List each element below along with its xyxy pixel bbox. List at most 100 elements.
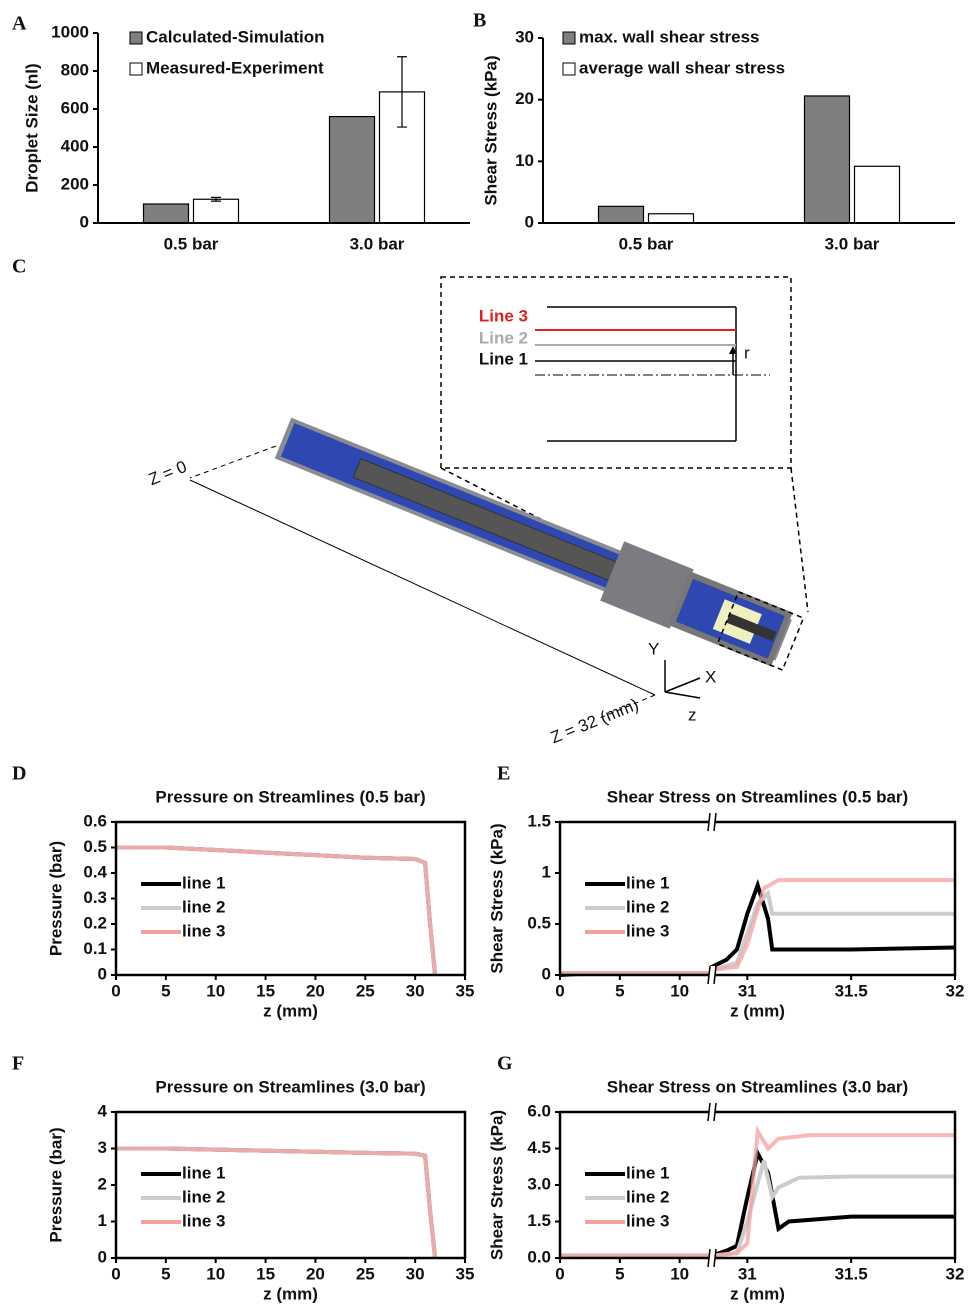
x-tick-label: 31.5 bbox=[835, 981, 868, 1000]
y-axis-label: Pressure (bar) bbox=[46, 1127, 65, 1242]
y-tick-label: 20 bbox=[515, 89, 534, 108]
y-axis-label: Shear Stress (kPa) bbox=[481, 55, 500, 205]
legend-label: line 1 bbox=[182, 873, 225, 892]
y-tick-label: 1 bbox=[98, 1211, 107, 1230]
y-tick-label: 0 bbox=[98, 964, 107, 983]
panel-c: C r Line 3 Line 2 Line 1 Z = 0 Z = 32 (m… bbox=[12, 256, 808, 748]
y-tick-label: 3.0 bbox=[527, 1174, 551, 1193]
x-axis-label: z (mm) bbox=[730, 1284, 785, 1303]
y-tick-label: 30 bbox=[515, 27, 534, 46]
plot-frame bbox=[116, 1112, 465, 1258]
x-tick-label: 30 bbox=[406, 981, 425, 1000]
x-tick-label: 10 bbox=[206, 981, 225, 1000]
line-series bbox=[116, 1149, 435, 1259]
bar bbox=[194, 199, 239, 223]
x-tick-label: 25 bbox=[356, 981, 375, 1000]
bar bbox=[649, 214, 694, 223]
y-tick-label: 0 bbox=[525, 212, 534, 231]
x-tick-label: 31 bbox=[738, 1264, 757, 1283]
y-tick-label: 0.1 bbox=[83, 939, 107, 958]
y-axis-label: Shear Stress (kPa) bbox=[487, 1110, 506, 1260]
chart-title: Pressure on Streamlines (3.0 bar) bbox=[155, 1077, 425, 1096]
x-tick-label: 10 bbox=[206, 1264, 225, 1283]
x-tick-label: 3.0 bar bbox=[825, 234, 880, 253]
y-tick-label: 400 bbox=[61, 136, 89, 155]
zoom-line bbox=[791, 468, 808, 612]
bar bbox=[805, 96, 850, 223]
x-tick-label: 31.5 bbox=[835, 1264, 868, 1283]
y-tick-label: 600 bbox=[61, 98, 89, 117]
x-axis-label: z (mm) bbox=[263, 1001, 318, 1020]
panel-label: B bbox=[473, 10, 486, 32]
x-tick-label: 31 bbox=[738, 981, 757, 1000]
line-series bbox=[116, 1149, 435, 1259]
chart-title: Pressure on Streamlines (0.5 bar) bbox=[155, 787, 425, 806]
x-tick-label: 0.5 bar bbox=[619, 234, 674, 253]
x-axis-label: z (mm) bbox=[263, 1284, 318, 1303]
x-tick-label: 20 bbox=[306, 1264, 325, 1283]
x-tick-label: 10 bbox=[670, 1264, 689, 1283]
legend-label: line 2 bbox=[182, 897, 225, 916]
coord-axis bbox=[665, 678, 700, 692]
y-tick-label: 200 bbox=[61, 174, 89, 193]
x-tick-label: 32 bbox=[946, 981, 965, 1000]
y-tick-label: 10 bbox=[515, 151, 534, 170]
plot-frame bbox=[560, 822, 955, 975]
coord-label: Y bbox=[648, 639, 659, 658]
inset-line-label: Line 2 bbox=[479, 328, 528, 347]
panel-label: A bbox=[12, 13, 27, 35]
y-tick-label: 2 bbox=[98, 1174, 107, 1193]
panel-label: C bbox=[12, 256, 26, 278]
dim-line bbox=[190, 446, 276, 478]
x-axis-label: z (mm) bbox=[730, 1001, 785, 1020]
bar bbox=[855, 166, 900, 223]
line-series bbox=[116, 848, 435, 976]
x-tick-label: 20 bbox=[306, 981, 325, 1000]
y-tick-label: 4 bbox=[98, 1101, 108, 1120]
legend-label: line 1 bbox=[626, 873, 669, 892]
y-tick-label: 0.2 bbox=[83, 913, 107, 932]
x-tick-label: 15 bbox=[256, 981, 275, 1000]
panel-label: G bbox=[497, 1053, 513, 1075]
y-tick-label: 800 bbox=[61, 60, 89, 79]
coord-label: z bbox=[688, 705, 697, 724]
bar bbox=[599, 206, 644, 223]
plot-frame bbox=[116, 822, 465, 975]
z0-label: Z = 0 bbox=[146, 457, 189, 489]
panel-label: D bbox=[12, 763, 26, 785]
x-tick-label: 5 bbox=[161, 981, 170, 1000]
y-tick-label: 4.5 bbox=[527, 1138, 551, 1157]
legend-label: line 2 bbox=[626, 1187, 669, 1206]
line-series bbox=[116, 848, 435, 976]
y-tick-label: 0.5 bbox=[527, 913, 551, 932]
panel-label: E bbox=[497, 763, 510, 785]
legend-label: line 1 bbox=[626, 1163, 669, 1182]
y-tick-label: 0 bbox=[98, 1247, 107, 1266]
x-tick-label: 25 bbox=[356, 1264, 375, 1283]
legend-label: Measured-Experiment bbox=[146, 58, 324, 77]
y-tick-label: 0.3 bbox=[83, 888, 107, 907]
line-series bbox=[116, 1149, 435, 1259]
legend-label: line 3 bbox=[182, 921, 225, 940]
r-label: r bbox=[744, 343, 750, 362]
x-tick-label: 5 bbox=[615, 1264, 624, 1283]
legend-label: line 3 bbox=[626, 921, 669, 940]
legend-label: line 2 bbox=[626, 897, 669, 916]
y-axis-label: Pressure (bar) bbox=[46, 841, 65, 956]
x-tick-label: 5 bbox=[161, 1264, 170, 1283]
legend-swatch bbox=[563, 63, 575, 75]
x-tick-label: 35 bbox=[456, 1264, 475, 1283]
coord-axis bbox=[665, 692, 700, 698]
legend-label: line 1 bbox=[182, 1163, 225, 1182]
line-series bbox=[560, 1131, 955, 1255]
legend-label: Calculated-Simulation bbox=[146, 27, 325, 46]
legend-label: line 3 bbox=[626, 1211, 669, 1230]
figure: C r Line 3 Line 2 Line 1 Z = 0 Z = 32 (m… bbox=[0, 0, 970, 1310]
legend-label: line 3 bbox=[182, 1211, 225, 1230]
y-tick-label: 1 bbox=[542, 862, 551, 881]
line-series bbox=[116, 848, 435, 976]
inset-line-label: Line 1 bbox=[479, 349, 528, 368]
chart-title: Shear Stress on Streamlines (0.5 bar) bbox=[607, 787, 908, 806]
x-tick-label: 30 bbox=[406, 1264, 425, 1283]
panel-label: F bbox=[12, 1053, 24, 1075]
